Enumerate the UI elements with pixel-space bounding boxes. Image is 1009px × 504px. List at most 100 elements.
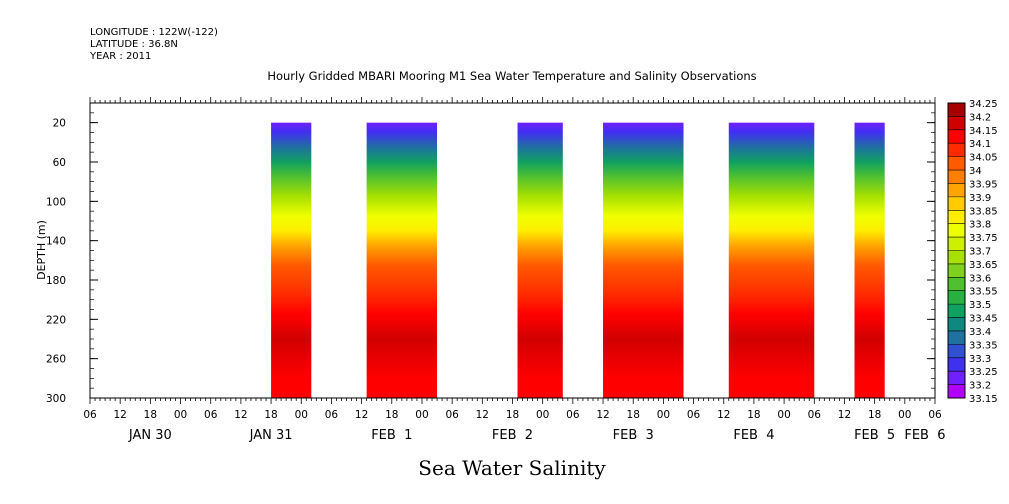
y-tick-label: 260 xyxy=(46,354,66,366)
data-block-5 xyxy=(728,122,815,399)
header-longitude: LONGITUDE : 122W(-122) xyxy=(90,27,218,38)
x-tick-label: 06 xyxy=(566,409,580,421)
x-tick-label: 18 xyxy=(144,409,157,421)
colorbar-label: 33.75 xyxy=(969,233,998,244)
colorbar-label: 33.25 xyxy=(969,367,998,378)
colorbar-label: 34.1 xyxy=(969,139,991,150)
y-axis-label: DEPTH (m) xyxy=(35,220,48,280)
y-tick-label: 20 xyxy=(53,118,66,130)
colorbar-swatch xyxy=(948,304,965,318)
y-tick-label: 60 xyxy=(53,157,66,169)
x-tick-label: 12 xyxy=(717,409,730,421)
data-block-6 xyxy=(854,122,885,399)
x-date-label: FEB 4 xyxy=(733,428,774,443)
x-date-label: JAN 30 xyxy=(128,428,172,443)
colorbar-swatch xyxy=(948,357,965,372)
colorbar-swatch xyxy=(948,371,965,385)
x-tick-label: 00 xyxy=(295,409,308,421)
x-date-label: FEB 5 xyxy=(854,428,895,443)
colorbar-label: 33.65 xyxy=(969,260,998,271)
x-tick-label: 12 xyxy=(234,409,247,421)
x-tick-label: 06 xyxy=(204,409,218,421)
colorbar-swatch xyxy=(948,129,965,144)
x-tick-label: 12 xyxy=(476,409,489,421)
x-date-label: FEB 1 xyxy=(371,428,412,443)
data-block-2 xyxy=(366,122,438,399)
y-tick-label: 100 xyxy=(46,196,66,208)
data-block-4 xyxy=(603,122,684,399)
colorbar-label: 34.2 xyxy=(969,112,991,123)
colorbar-swatch xyxy=(948,183,965,198)
x-date-label: JAN 31 xyxy=(249,428,293,443)
x-tick-label: 18 xyxy=(506,409,519,421)
x-tick-label: 12 xyxy=(838,409,851,421)
y-tick-label: 180 xyxy=(46,275,66,287)
colorbar-swatch xyxy=(948,170,965,184)
colorbar-label: 33.8 xyxy=(969,220,991,231)
colorbar-label: 33.5 xyxy=(969,300,991,311)
x-tick-label: 06 xyxy=(83,409,97,421)
x-axis-label: Sea Water Salinity xyxy=(418,456,606,480)
colorbar-swatch xyxy=(948,116,965,131)
colorbar-swatch xyxy=(948,330,965,345)
x-date-label: FEB 2 xyxy=(492,428,533,443)
colorbar-label: 34 xyxy=(969,166,982,177)
y-tick-label: 220 xyxy=(46,314,66,326)
x-tick-label: 00 xyxy=(657,409,670,421)
colorbar-label: 33.3 xyxy=(969,354,991,365)
x-tick-label: 06 xyxy=(687,409,701,421)
colorbar-swatch xyxy=(948,290,965,305)
colorbar-label: 33.35 xyxy=(969,340,998,351)
x-tick-label: 18 xyxy=(747,409,760,421)
x-date-label: FEB 3 xyxy=(613,428,654,443)
colorbar-swatch xyxy=(948,210,965,224)
header-year: YEAR : 2011 xyxy=(89,51,151,62)
x-tick-label: 12 xyxy=(355,409,368,421)
colorbar-label: 33.7 xyxy=(969,247,991,258)
colorbar-swatch xyxy=(948,223,965,238)
colorbar-swatch xyxy=(948,156,965,171)
colorbar-swatch xyxy=(948,263,965,278)
x-tick-label: 06 xyxy=(445,409,459,421)
colorbar-label: 33.55 xyxy=(969,287,998,298)
colorbar-label: 33.15 xyxy=(969,394,998,405)
colorbar-label: 33.4 xyxy=(969,327,991,338)
x-tick-label: 06 xyxy=(808,409,822,421)
colorbar-label: 34.25 xyxy=(969,99,998,110)
colorbar-label: 33.95 xyxy=(969,179,998,190)
colorbar-label: 33.6 xyxy=(969,273,991,284)
x-tick-label: 18 xyxy=(627,409,640,421)
colorbar-label: 34.05 xyxy=(969,153,998,164)
colorbar-swatch xyxy=(948,317,965,332)
colorbar-label: 34.15 xyxy=(969,126,998,137)
x-tick-label: 00 xyxy=(898,409,911,421)
y-tick-label: 300 xyxy=(46,393,66,405)
colorbar-swatch xyxy=(948,277,965,292)
colorbar-swatch xyxy=(948,344,965,359)
x-date-label: FEB 6 xyxy=(904,428,945,443)
x-tick-label: 12 xyxy=(596,409,609,421)
x-tick-label: 18 xyxy=(868,409,881,421)
plot-area xyxy=(271,122,885,399)
y-tick-label: 140 xyxy=(46,236,66,248)
colorbar-swatch xyxy=(948,250,965,265)
data-block-1 xyxy=(271,122,312,399)
colorbar-swatch xyxy=(948,237,965,251)
data-block-3 xyxy=(517,122,563,399)
colorbar-label: 33.45 xyxy=(969,314,998,325)
x-tick-label: 18 xyxy=(385,409,398,421)
colorbar-label: 33.9 xyxy=(969,193,991,204)
x-tick-label: 00 xyxy=(536,409,549,421)
axes: 06 12 18 00 06 12 18 00 06 12 18 00 06 12 18 00 06 12 18 00… xyxy=(46,97,946,443)
x-tick-label: 00 xyxy=(415,409,428,421)
colorbar-swatch xyxy=(948,103,965,117)
x-tick-label: 18 xyxy=(264,409,277,421)
colorbar: 34.25 34.2 34.15 34.1 34.05 34 33.95 33.9 33.85 3… xyxy=(947,99,998,405)
colorbar-swatch xyxy=(948,143,965,157)
chart-title: Hourly Gridded MBARI Mooring M1 Sea Wate… xyxy=(267,69,756,83)
x-tick-label: 00 xyxy=(777,409,790,421)
colorbar-label: 33.85 xyxy=(969,206,998,217)
colorbar-label: 33.2 xyxy=(969,381,991,392)
x-tick-label: 12 xyxy=(113,409,126,421)
